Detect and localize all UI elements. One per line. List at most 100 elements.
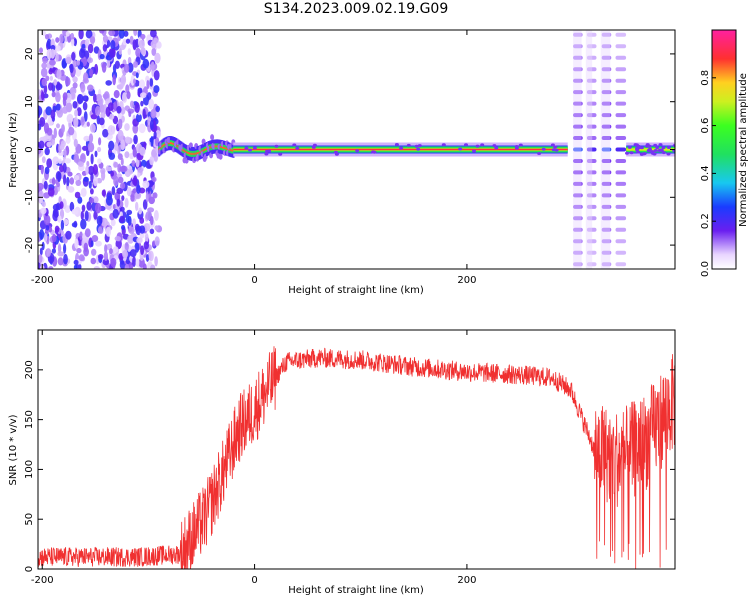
noise-blob xyxy=(132,188,138,194)
noise-blob xyxy=(74,238,79,249)
noise-blob xyxy=(105,106,111,117)
line-speckle xyxy=(244,146,249,150)
noise-blob xyxy=(55,45,61,52)
noise-blob xyxy=(128,261,134,269)
noise-blob xyxy=(73,259,79,266)
noise-blob xyxy=(105,195,113,206)
noise-blob xyxy=(38,140,45,149)
colorbar: 0.0 0.2 0.4 0.6 0.8 Normalized spectral ampl… xyxy=(700,29,749,277)
x-tick-label: 200 xyxy=(457,575,476,586)
signal-peak xyxy=(214,145,217,148)
noise-blob xyxy=(89,68,94,77)
noise-blob xyxy=(138,257,145,268)
noise-blob xyxy=(140,92,147,99)
comb-tooth xyxy=(601,90,612,95)
noise-blob xyxy=(108,30,116,37)
noise-blob xyxy=(39,229,45,240)
comb-tooth xyxy=(586,239,597,244)
noise-blob xyxy=(53,208,59,218)
noise-blob xyxy=(152,192,158,199)
colorbar-tick-label: 0.4 xyxy=(700,165,711,181)
comb-tooth xyxy=(615,101,627,106)
noise-blob xyxy=(43,93,49,99)
noise-blob xyxy=(87,43,94,54)
y-tick-label: 200 xyxy=(24,360,35,379)
noise-blob xyxy=(140,245,145,255)
line-speckle xyxy=(472,149,476,153)
noise-blob xyxy=(83,111,88,122)
noise-blob xyxy=(150,61,155,72)
noise-blob xyxy=(75,179,82,186)
noise-blob xyxy=(78,30,84,40)
noise-blob xyxy=(108,140,115,151)
noise-blob xyxy=(132,146,137,158)
noise-blob xyxy=(87,84,94,92)
noise-blob xyxy=(56,182,60,188)
comb-tooth xyxy=(615,147,627,152)
y-tick-label: 150 xyxy=(24,410,35,429)
signal-peak xyxy=(204,148,207,151)
noise-blob xyxy=(142,180,150,189)
line-speckle xyxy=(666,146,671,149)
comb-tooth xyxy=(615,193,627,198)
noise-blob xyxy=(112,246,119,253)
comb-tooth xyxy=(615,250,627,255)
noise-blob xyxy=(128,110,132,118)
y-tick-label: 0 xyxy=(24,146,35,152)
comb-tooth xyxy=(573,227,583,232)
noise-blob xyxy=(77,94,84,104)
comb-tooth xyxy=(573,67,583,72)
noise-blob xyxy=(151,149,157,158)
comb-tooth xyxy=(615,90,627,95)
noise-blob xyxy=(93,46,100,54)
noise-blob xyxy=(145,254,150,262)
x-tick-label: -200 xyxy=(31,275,54,286)
noise-blob xyxy=(101,170,106,181)
noise-blob xyxy=(87,57,93,64)
noise-blob xyxy=(63,218,69,226)
line-speckle xyxy=(518,143,523,147)
comb-tooth xyxy=(601,44,612,49)
y-tick-label: -10 xyxy=(24,189,35,205)
noise-blob xyxy=(63,253,68,265)
line-speckle xyxy=(399,146,404,150)
comb-tooth xyxy=(615,124,627,129)
noise-blob xyxy=(53,127,57,139)
comb-tooth xyxy=(573,193,583,198)
noise-blob xyxy=(133,134,138,145)
noise-blob xyxy=(122,92,128,103)
noise-blob xyxy=(113,90,120,99)
noise-blob xyxy=(132,177,138,186)
line-speckle xyxy=(494,146,499,150)
snr-y-label: SNR (10 * v/v) xyxy=(8,414,19,485)
noise-blob xyxy=(154,52,161,64)
noise-blob xyxy=(99,53,105,60)
noise-blob xyxy=(102,34,109,43)
spectrogram-x-axis: -200 0 200 xyxy=(31,30,476,286)
noise-blob xyxy=(153,37,159,44)
spectrogram-y-label: Frequency (Hz) xyxy=(8,112,19,188)
noise-blob xyxy=(50,44,56,51)
noise-blob xyxy=(73,116,79,128)
noise-blob xyxy=(93,93,97,103)
noise-blob xyxy=(80,153,86,164)
signal-peak xyxy=(169,142,172,145)
line-speckle xyxy=(653,149,658,152)
signal-peak xyxy=(199,151,202,154)
noise-blob xyxy=(119,215,125,223)
signal-peak xyxy=(159,147,162,150)
line-speckle xyxy=(650,151,655,155)
noise-blob xyxy=(65,56,72,65)
comb-tooth xyxy=(601,193,612,198)
noise-blob xyxy=(149,78,154,87)
noise-blob xyxy=(97,158,102,165)
line-speckle xyxy=(627,145,632,149)
comb-tooth xyxy=(615,204,627,209)
noise-blob xyxy=(132,218,137,229)
noise-blob xyxy=(154,256,158,267)
noise-blob xyxy=(139,79,145,89)
noise-blob xyxy=(133,30,138,37)
noise-blob xyxy=(125,38,131,44)
comb-tooth xyxy=(601,136,612,140)
comb-tooth xyxy=(573,147,583,152)
